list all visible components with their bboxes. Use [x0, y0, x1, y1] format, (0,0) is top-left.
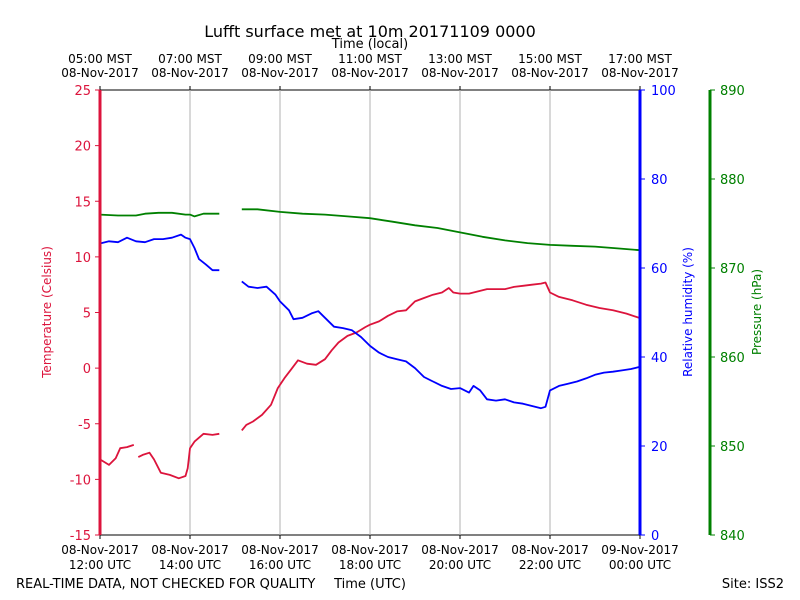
- humidity-tick-label: 60: [651, 262, 668, 277]
- temperature-tick-label: -15: [70, 529, 91, 544]
- pressure-tick-label: 860: [720, 351, 745, 366]
- x-tick-label-time: 16:00 UTC: [249, 558, 311, 572]
- humidity-tick-label: 0: [651, 529, 659, 544]
- relative-humidity-line: [241, 280, 641, 410]
- temperature-tick-label: -5: [78, 418, 91, 433]
- top-tick-label-date: 08-Nov-2017: [601, 66, 679, 80]
- x-tick-label-time: 18:00 UTC: [339, 558, 401, 572]
- top-tick-label-time: 07:00 MST: [158, 52, 222, 66]
- pressure-tick-label: 850: [720, 440, 745, 455]
- top-tick-label-time: 15:00 MST: [518, 52, 582, 66]
- temperature-tick-label: 5: [83, 307, 91, 322]
- temperature-line: [137, 432, 220, 480]
- top-tick-label-time: 17:00 MST: [608, 52, 672, 66]
- top-axis-label: Time (local): [331, 37, 408, 52]
- top-tick-label-date: 08-Nov-2017: [241, 66, 319, 80]
- top-tick-label-date: 08-Nov-2017: [511, 66, 589, 80]
- footer-site: Site: ISS2: [722, 577, 784, 592]
- data-series: [99, 208, 641, 480]
- x-tick-label-time: 14:00 UTC: [159, 558, 221, 572]
- pressure-tick-label: 840: [720, 529, 745, 544]
- footer-quality-note: REAL-TIME DATA, NOT CHECKED FOR QUALITY: [16, 577, 315, 592]
- x-tick-label-date: 08-Nov-2017: [61, 543, 139, 557]
- top-tick-label-time: 13:00 MST: [428, 52, 492, 66]
- chart-title: Lufft surface met at 10m 20171109 0000: [204, 22, 536, 41]
- temperature-tick-label: -10: [70, 473, 91, 488]
- x-tick-label-time: 12:00 UTC: [69, 558, 131, 572]
- x-tick-label-date: 08-Nov-2017: [331, 543, 409, 557]
- x-tick-label-time: 00:00 UTC: [609, 558, 671, 572]
- humidity-axis-label: Relative humidity (%): [681, 247, 695, 377]
- x-tick-label-date: 08-Nov-2017: [241, 543, 319, 557]
- temperature-tick-label: 10: [74, 251, 91, 266]
- top-tick-label-date: 08-Nov-2017: [421, 66, 499, 80]
- humidity-tick-label: 80: [651, 173, 668, 188]
- temperature-axis-label: Temperature (Celsius): [40, 246, 54, 379]
- temperature-tick-label: 25: [74, 84, 91, 99]
- pressure-tick-label: 870: [720, 262, 745, 277]
- humidity-tick-label: 20: [651, 440, 668, 455]
- x-tick-label-date: 09-Nov-2017: [601, 543, 679, 557]
- top-tick-label-date: 08-Nov-2017: [61, 66, 139, 80]
- temperature-tick-label: 20: [74, 140, 91, 155]
- x-tick-label-date: 08-Nov-2017: [511, 543, 589, 557]
- top-tick-label-date: 08-Nov-2017: [331, 66, 409, 80]
- pressure-line: [99, 211, 220, 218]
- temperature-tick-label: 0: [83, 362, 91, 377]
- relative-humidity-line: [99, 233, 220, 272]
- humidity-tick-label: 100: [651, 84, 676, 99]
- x-tick-label-time: 22:00 UTC: [519, 558, 581, 572]
- x-tick-label-time: 20:00 UTC: [429, 558, 491, 572]
- temperature-tick-label: 15: [74, 195, 91, 210]
- humidity-tick-label: 40: [651, 351, 668, 366]
- pressure-axis-label: Pressure (hPa): [750, 269, 764, 355]
- x-tick-label-date: 08-Nov-2017: [421, 543, 499, 557]
- grid-lines: [189, 90, 551, 535]
- temperature-line: [241, 281, 641, 431]
- top-tick-label-time: 09:00 MST: [248, 52, 312, 66]
- pressure-tick-label: 880: [720, 173, 745, 188]
- pressure-line: [241, 208, 641, 252]
- bottom-axis-label: Time (UTC): [333, 577, 406, 592]
- top-tick-label-time: 11:00 MST: [338, 52, 402, 66]
- temperature-line: [99, 444, 135, 466]
- top-tick-label-date: 08-Nov-2017: [151, 66, 229, 80]
- pressure-tick-label: 890: [720, 84, 745, 99]
- x-tick-label-date: 08-Nov-2017: [151, 543, 229, 557]
- top-tick-label-time: 05:00 MST: [68, 52, 132, 66]
